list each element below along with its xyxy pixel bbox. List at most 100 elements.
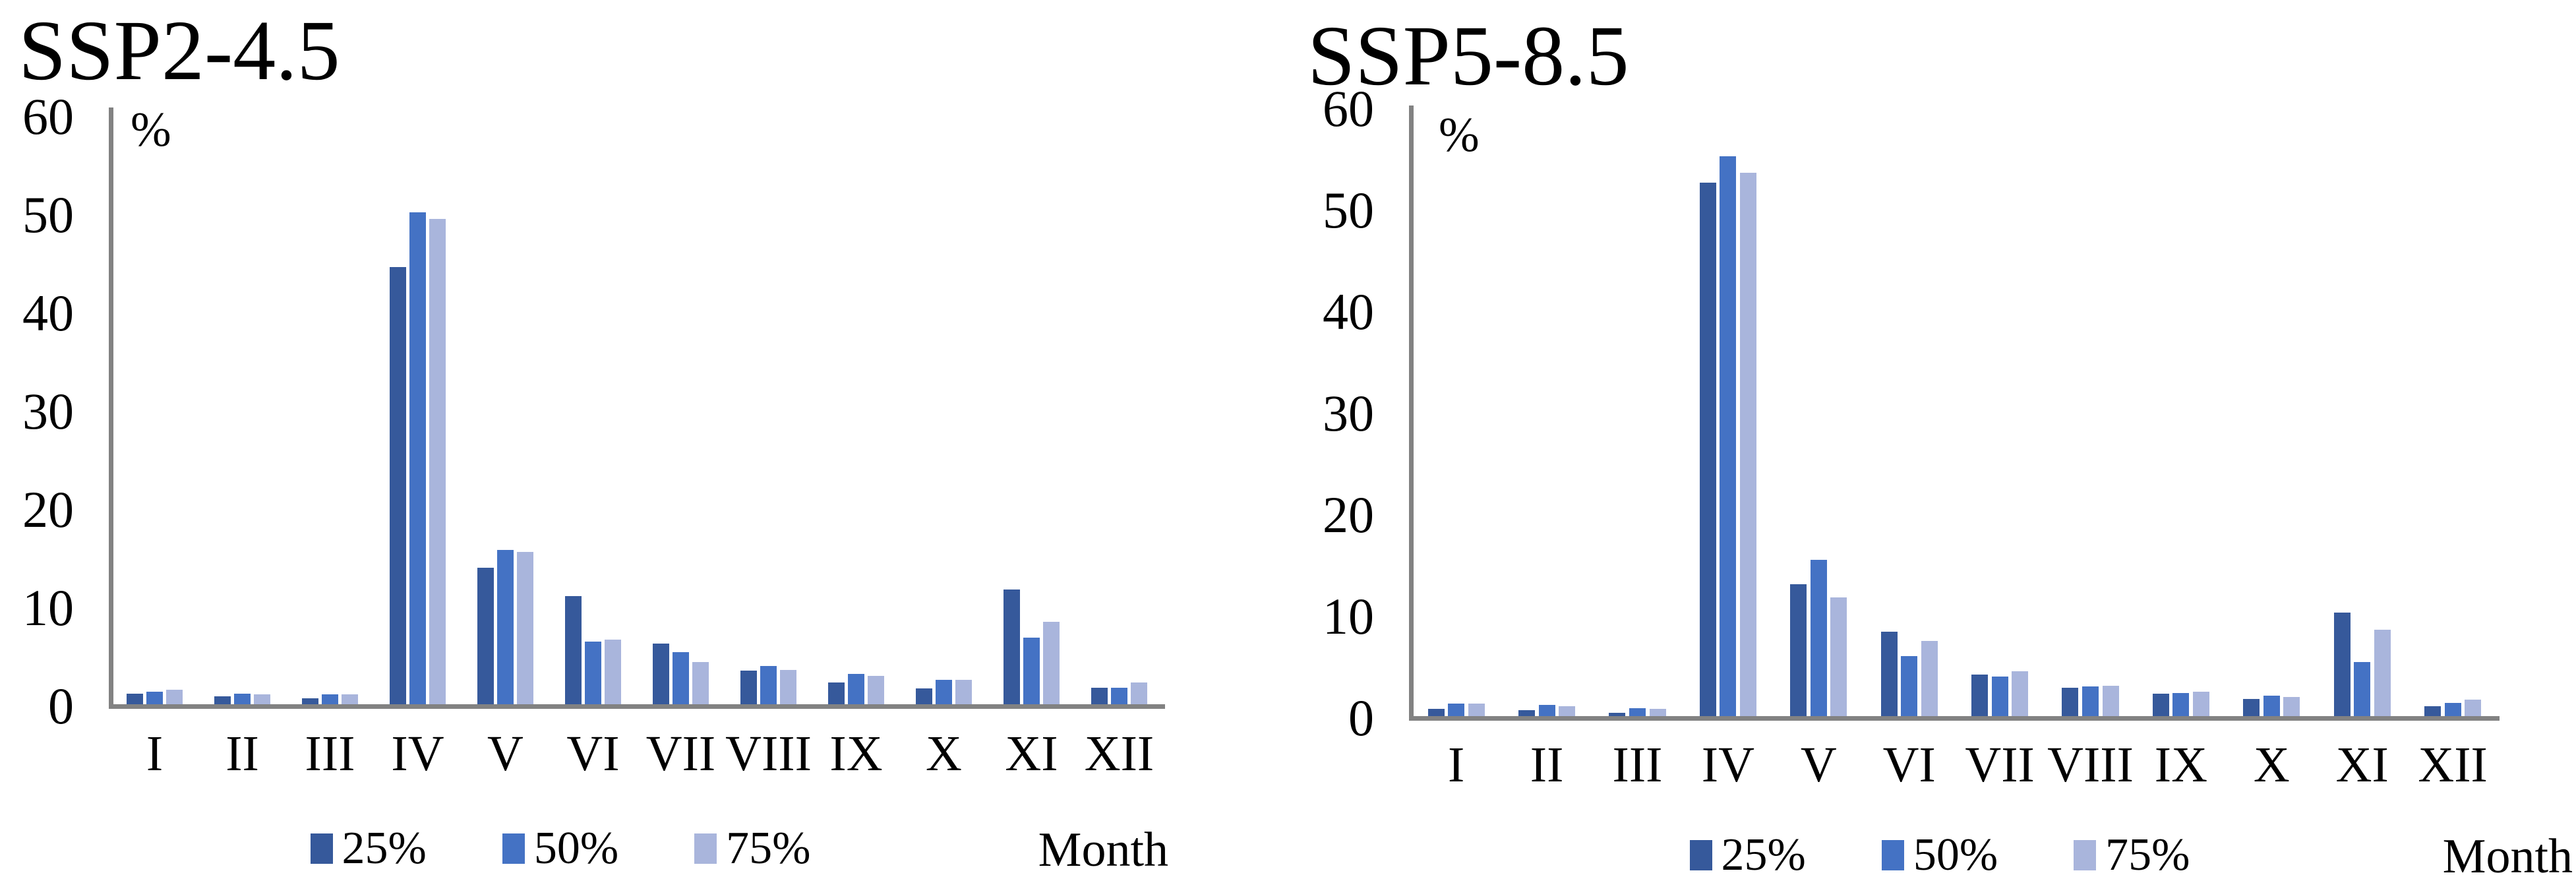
bar-XI-75% [2374, 630, 2391, 718]
bar-IV-50% [1720, 156, 1737, 718]
bar-X-75% [2283, 696, 2300, 718]
bar-IX-25% [828, 682, 845, 706]
y-tick-label-50: 50 [22, 186, 74, 243]
bar-XII-50% [2444, 702, 2461, 718]
bar-I-50% [1448, 704, 1465, 718]
bar-III-50% [322, 694, 338, 706]
y-tick-label-10: 10 [1323, 588, 1374, 645]
x-category-label-I: I [146, 726, 164, 781]
legend-swatch-50-icon [502, 833, 525, 864]
legend-ssp585: 25% 50% 75% [1656, 832, 2223, 877]
x-category-label-V: V [1800, 737, 1837, 793]
legend-swatch-25-icon [1689, 840, 1712, 870]
bar-V-75% [1830, 597, 1847, 718]
bar-VIII-50% [2082, 686, 2099, 718]
legend-item-25: 25% [310, 823, 427, 874]
bar-VII-50% [1991, 676, 2008, 718]
x-category-label-XII: XII [1084, 726, 1154, 781]
bar-III-75% [342, 694, 358, 706]
bar-II-50% [1538, 704, 1555, 718]
bar-II-25% [214, 696, 231, 706]
bar-IX-25% [2152, 694, 2169, 718]
y-tick-label-30: 30 [1323, 384, 1374, 442]
bar-XII-75% [2465, 700, 2482, 718]
x-axis-line [1409, 715, 2500, 721]
x-category-label-VIII: VIII [725, 726, 812, 781]
legend-label-25: 25% [1721, 830, 1806, 877]
bar-VIII-25% [2062, 687, 2079, 718]
y-tick-label-20: 20 [1323, 486, 1374, 543]
x-category-label-VII: VII [1965, 737, 2035, 793]
legend-label-50: 50% [1913, 830, 1998, 877]
bar-V-75% [517, 552, 533, 706]
bar-III-50% [1629, 708, 1646, 718]
x-category-label-XII: XII [2418, 737, 2488, 793]
bar-XII-75% [1131, 682, 1147, 706]
x-category-label-X: X [2253, 737, 2290, 793]
x-category-label-I: I [1448, 737, 1465, 793]
bar-XI-75% [1043, 621, 1060, 706]
bar-XI-50% [2354, 662, 2371, 718]
x-category-label-IV: IV [1701, 737, 1754, 793]
legend-item-50: 50% [1881, 830, 1998, 877]
legend-label-50: 50% [533, 823, 619, 874]
bar-II-50% [234, 693, 251, 706]
legend-item-75: 75% [2074, 832, 2190, 877]
legend-swatch-75-icon [694, 833, 717, 864]
bar-XII-50% [1111, 687, 1127, 706]
bar-X-50% [2263, 696, 2280, 718]
x-category-label-V: V [487, 726, 524, 781]
bar-IV-50% [409, 212, 426, 706]
bar-IV-25% [1699, 183, 1716, 718]
bar-IV-75% [1740, 173, 1756, 718]
bar-X-25% [2243, 698, 2260, 718]
bar-VI-25% [565, 596, 582, 706]
bar-II-75% [254, 694, 270, 706]
chart-title-ssp245: SSP2-4.5 [18, 3, 340, 98]
legend-item-25: 25% [1689, 830, 1806, 877]
y-tick-label-0: 0 [1348, 689, 1374, 746]
legend-label-75: 75% [2105, 830, 2190, 877]
y-tick-label-20: 20 [22, 481, 74, 538]
x-category-label-VI: VI [566, 726, 620, 781]
legend-label-25: 25% [342, 823, 427, 874]
x-category-label-XI: XI [2335, 737, 2389, 793]
bar-V-25% [1790, 584, 1807, 718]
bar-II-75% [1559, 706, 1576, 718]
x-category-label-III: III [1612, 737, 1663, 793]
y-tick-label-60: 60 [22, 88, 74, 145]
bar-VI-50% [1901, 656, 1918, 718]
bar-V-50% [1810, 559, 1827, 718]
bar-VI-50% [585, 641, 601, 706]
bar-VIII-25% [740, 671, 757, 706]
y-axis-unit-label: % [1439, 108, 1480, 162]
xaxis-label-ssp585: Month [2442, 830, 2573, 877]
bar-I-25% [127, 693, 143, 706]
x-category-label-IX: IX [829, 726, 883, 781]
bar-VI-25% [1880, 632, 1898, 718]
bar-VII-75% [2012, 671, 2029, 718]
legend-ssp245: 25% 50% 75% [277, 826, 844, 872]
bar-V-25% [477, 567, 494, 706]
y-axis-unit-label: % [131, 103, 171, 157]
bar-V-50% [497, 550, 514, 706]
x-category-label-VII: VII [645, 726, 716, 781]
bar-VI-75% [1921, 640, 1938, 718]
bar-VII-25% [653, 643, 669, 706]
bar-IV-25% [390, 266, 406, 706]
bar-IX-75% [2193, 691, 2209, 718]
legend-item-50: 50% [502, 826, 618, 872]
x-category-label-II: II [225, 726, 259, 781]
legend-item-75: 75% [694, 826, 810, 872]
bar-I-75% [1468, 704, 1485, 718]
bar-VIII-50% [760, 665, 777, 706]
bar-X-25% [916, 688, 932, 706]
x-category-label-III: III [305, 726, 355, 781]
legend-label-75: 75% [726, 823, 811, 874]
y-tick-label-50: 50 [1323, 181, 1374, 239]
bar-IX-50% [2172, 692, 2190, 718]
bar-I-50% [146, 691, 163, 706]
bar-VIII-75% [2102, 685, 2119, 718]
xaxis-label-ssp245: Month [1038, 823, 1168, 877]
